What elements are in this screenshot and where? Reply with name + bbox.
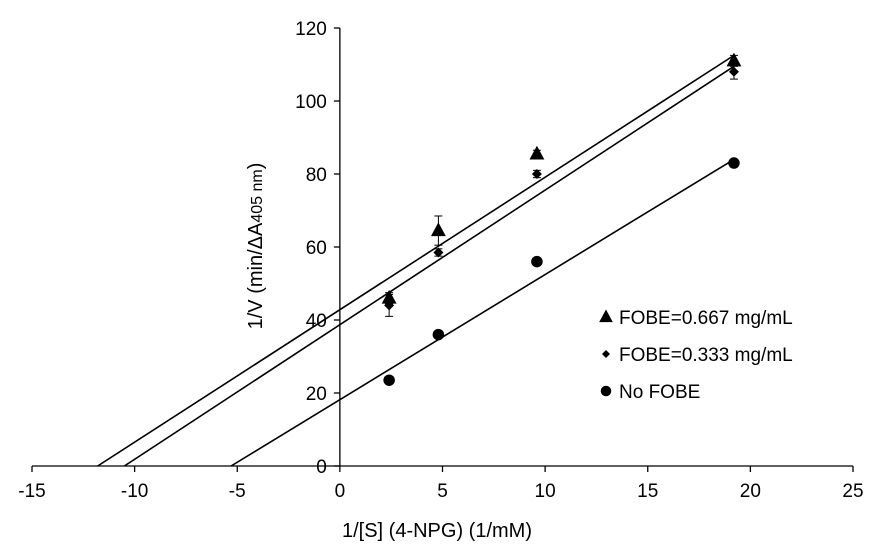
y-tick-label: 60	[306, 238, 327, 259]
x-tick-label: 15	[637, 481, 658, 502]
legend-label: FOBE=0.333 mg/mL	[619, 345, 793, 366]
x-axis-label: 1/[S] (4-NPG) (1/mM)	[342, 520, 532, 542]
data-point-diamond	[433, 247, 444, 258]
y-tick-label: 80	[306, 165, 327, 186]
fit-line-3	[230, 158, 735, 467]
data-point-circle	[383, 374, 395, 386]
x-tick-label: -10	[121, 481, 148, 502]
fit-lines-group	[97, 54, 735, 467]
x-tick-label: 25	[842, 481, 863, 502]
data-point-diamond	[728, 66, 739, 77]
y-tick-label: 100	[295, 92, 327, 113]
error-bars-group	[385, 54, 738, 317]
data-point-circle	[728, 157, 740, 169]
data-point-diamond	[384, 300, 395, 311]
fit-line-2	[123, 65, 735, 467]
data-point-triangle	[726, 52, 742, 67]
x-tick-label: -15	[18, 481, 45, 502]
x-tick-label: 0	[335, 481, 346, 502]
legend-marker-circle	[600, 385, 612, 397]
legend-marker-triangle	[599, 309, 613, 323]
legend: FOBE=0.667 mg/mL FOBE=0.333 mg/mL No FOBE	[599, 308, 793, 403]
y-axis-label-suffix: )	[245, 163, 267, 170]
data-point-circle	[531, 255, 543, 268]
data-point-circle	[432, 328, 445, 341]
y-axis-label: 1/V (min/ΔA405 nm)	[245, 163, 267, 330]
y-tick-label: 120	[295, 19, 327, 40]
x-tick-label: 5	[437, 481, 448, 502]
legend-label: FOBE=0.667 mg/mL	[619, 308, 793, 329]
legend-label: No FOBE	[619, 382, 700, 403]
data-point-triangle	[529, 145, 545, 160]
legend-marker-diamond	[602, 350, 610, 358]
data-point-triangle	[381, 289, 397, 304]
data-points-group	[381, 52, 742, 386]
x-tick-label: 20	[740, 481, 761, 502]
data-point-diamond	[531, 169, 542, 179]
y-tick-label: 20	[306, 384, 327, 405]
x-tick-label: -5	[229, 481, 246, 502]
axes-group: -15 -10 -5 0 5 10 15 20 25 0 20 40 60 80 100 120	[18, 19, 863, 502]
data-point-triangle	[430, 222, 446, 237]
y-axis-label-subscript: 405 nm	[249, 169, 266, 222]
fit-line-1	[97, 54, 735, 467]
y-tick-label: 40	[306, 311, 327, 332]
y-tick-label: 0	[316, 457, 327, 478]
x-tick-label: 10	[535, 481, 556, 502]
y-axis-label-prefix: 1/V (min/ΔA	[245, 222, 267, 329]
